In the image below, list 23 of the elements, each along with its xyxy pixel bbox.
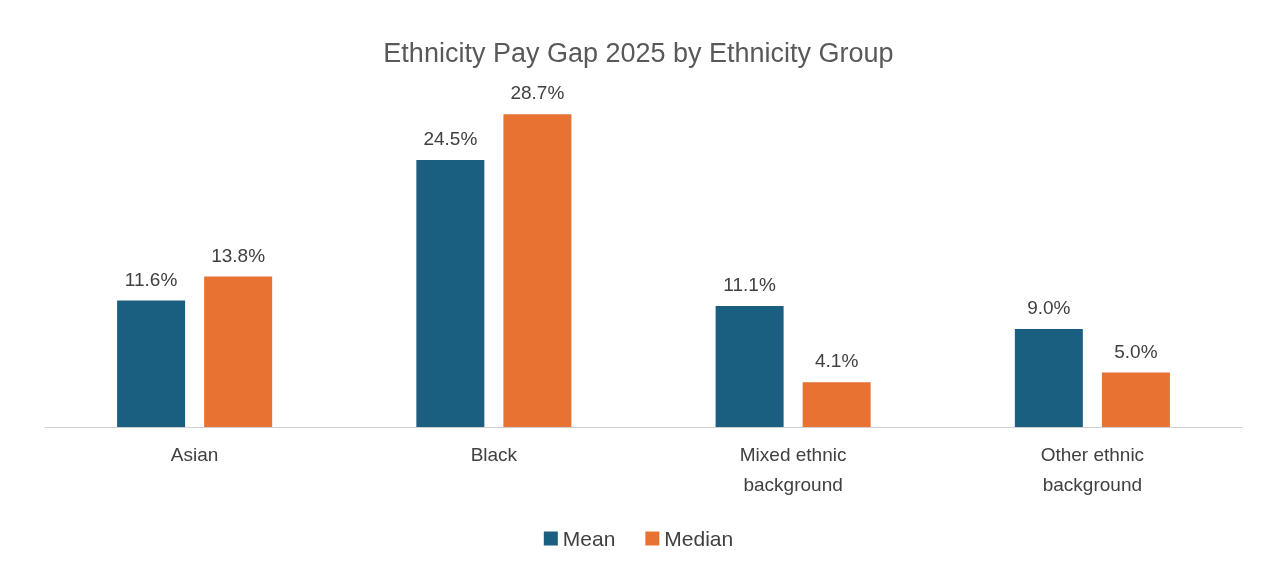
bar [715, 306, 784, 427]
x-tick-label: Asian [170, 443, 219, 465]
data-label: 11.6% [124, 268, 178, 290]
bar [416, 159, 485, 427]
data-label: 28.7% [510, 82, 565, 104]
bar [1014, 328, 1083, 427]
legend-label: Median [664, 527, 734, 550]
data-label: 5.0% [1114, 340, 1158, 362]
bar [802, 382, 871, 427]
bar [204, 276, 273, 427]
x-tick-label: Black [470, 443, 518, 465]
data-label: 4.1% [814, 350, 859, 372]
legend-label: Mean [562, 527, 616, 550]
data-label: 11.1% [723, 274, 776, 296]
bar [503, 114, 572, 427]
x-tick-label: Other ethnic background [1040, 443, 1145, 495]
x-tick-label: Mixed ethnic background [739, 443, 847, 495]
bar [117, 300, 186, 427]
data-label: 13.8% [211, 244, 266, 266]
data-label: 9.0% [1027, 296, 1071, 318]
data-label: 24.5% [423, 127, 478, 149]
chart-title: Ethnicity Pay Gap 2025 by Ethnicity Group [383, 37, 894, 68]
bar [1101, 372, 1170, 427]
